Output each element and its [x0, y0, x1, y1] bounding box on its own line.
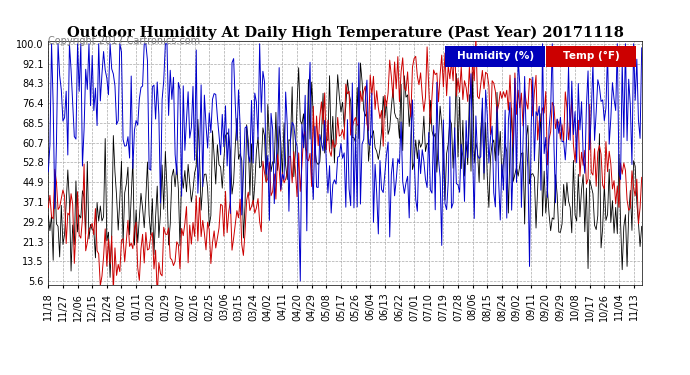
Text: Temp (°F): Temp (°F) [563, 51, 620, 62]
Text: Copyright 2017 Cartronics.com: Copyright 2017 Cartronics.com [48, 36, 200, 46]
Title: Outdoor Humidity At Daily High Temperature (Past Year) 20171118: Outdoor Humidity At Daily High Temperatu… [66, 26, 624, 40]
Text: Humidity (%): Humidity (%) [457, 51, 533, 62]
